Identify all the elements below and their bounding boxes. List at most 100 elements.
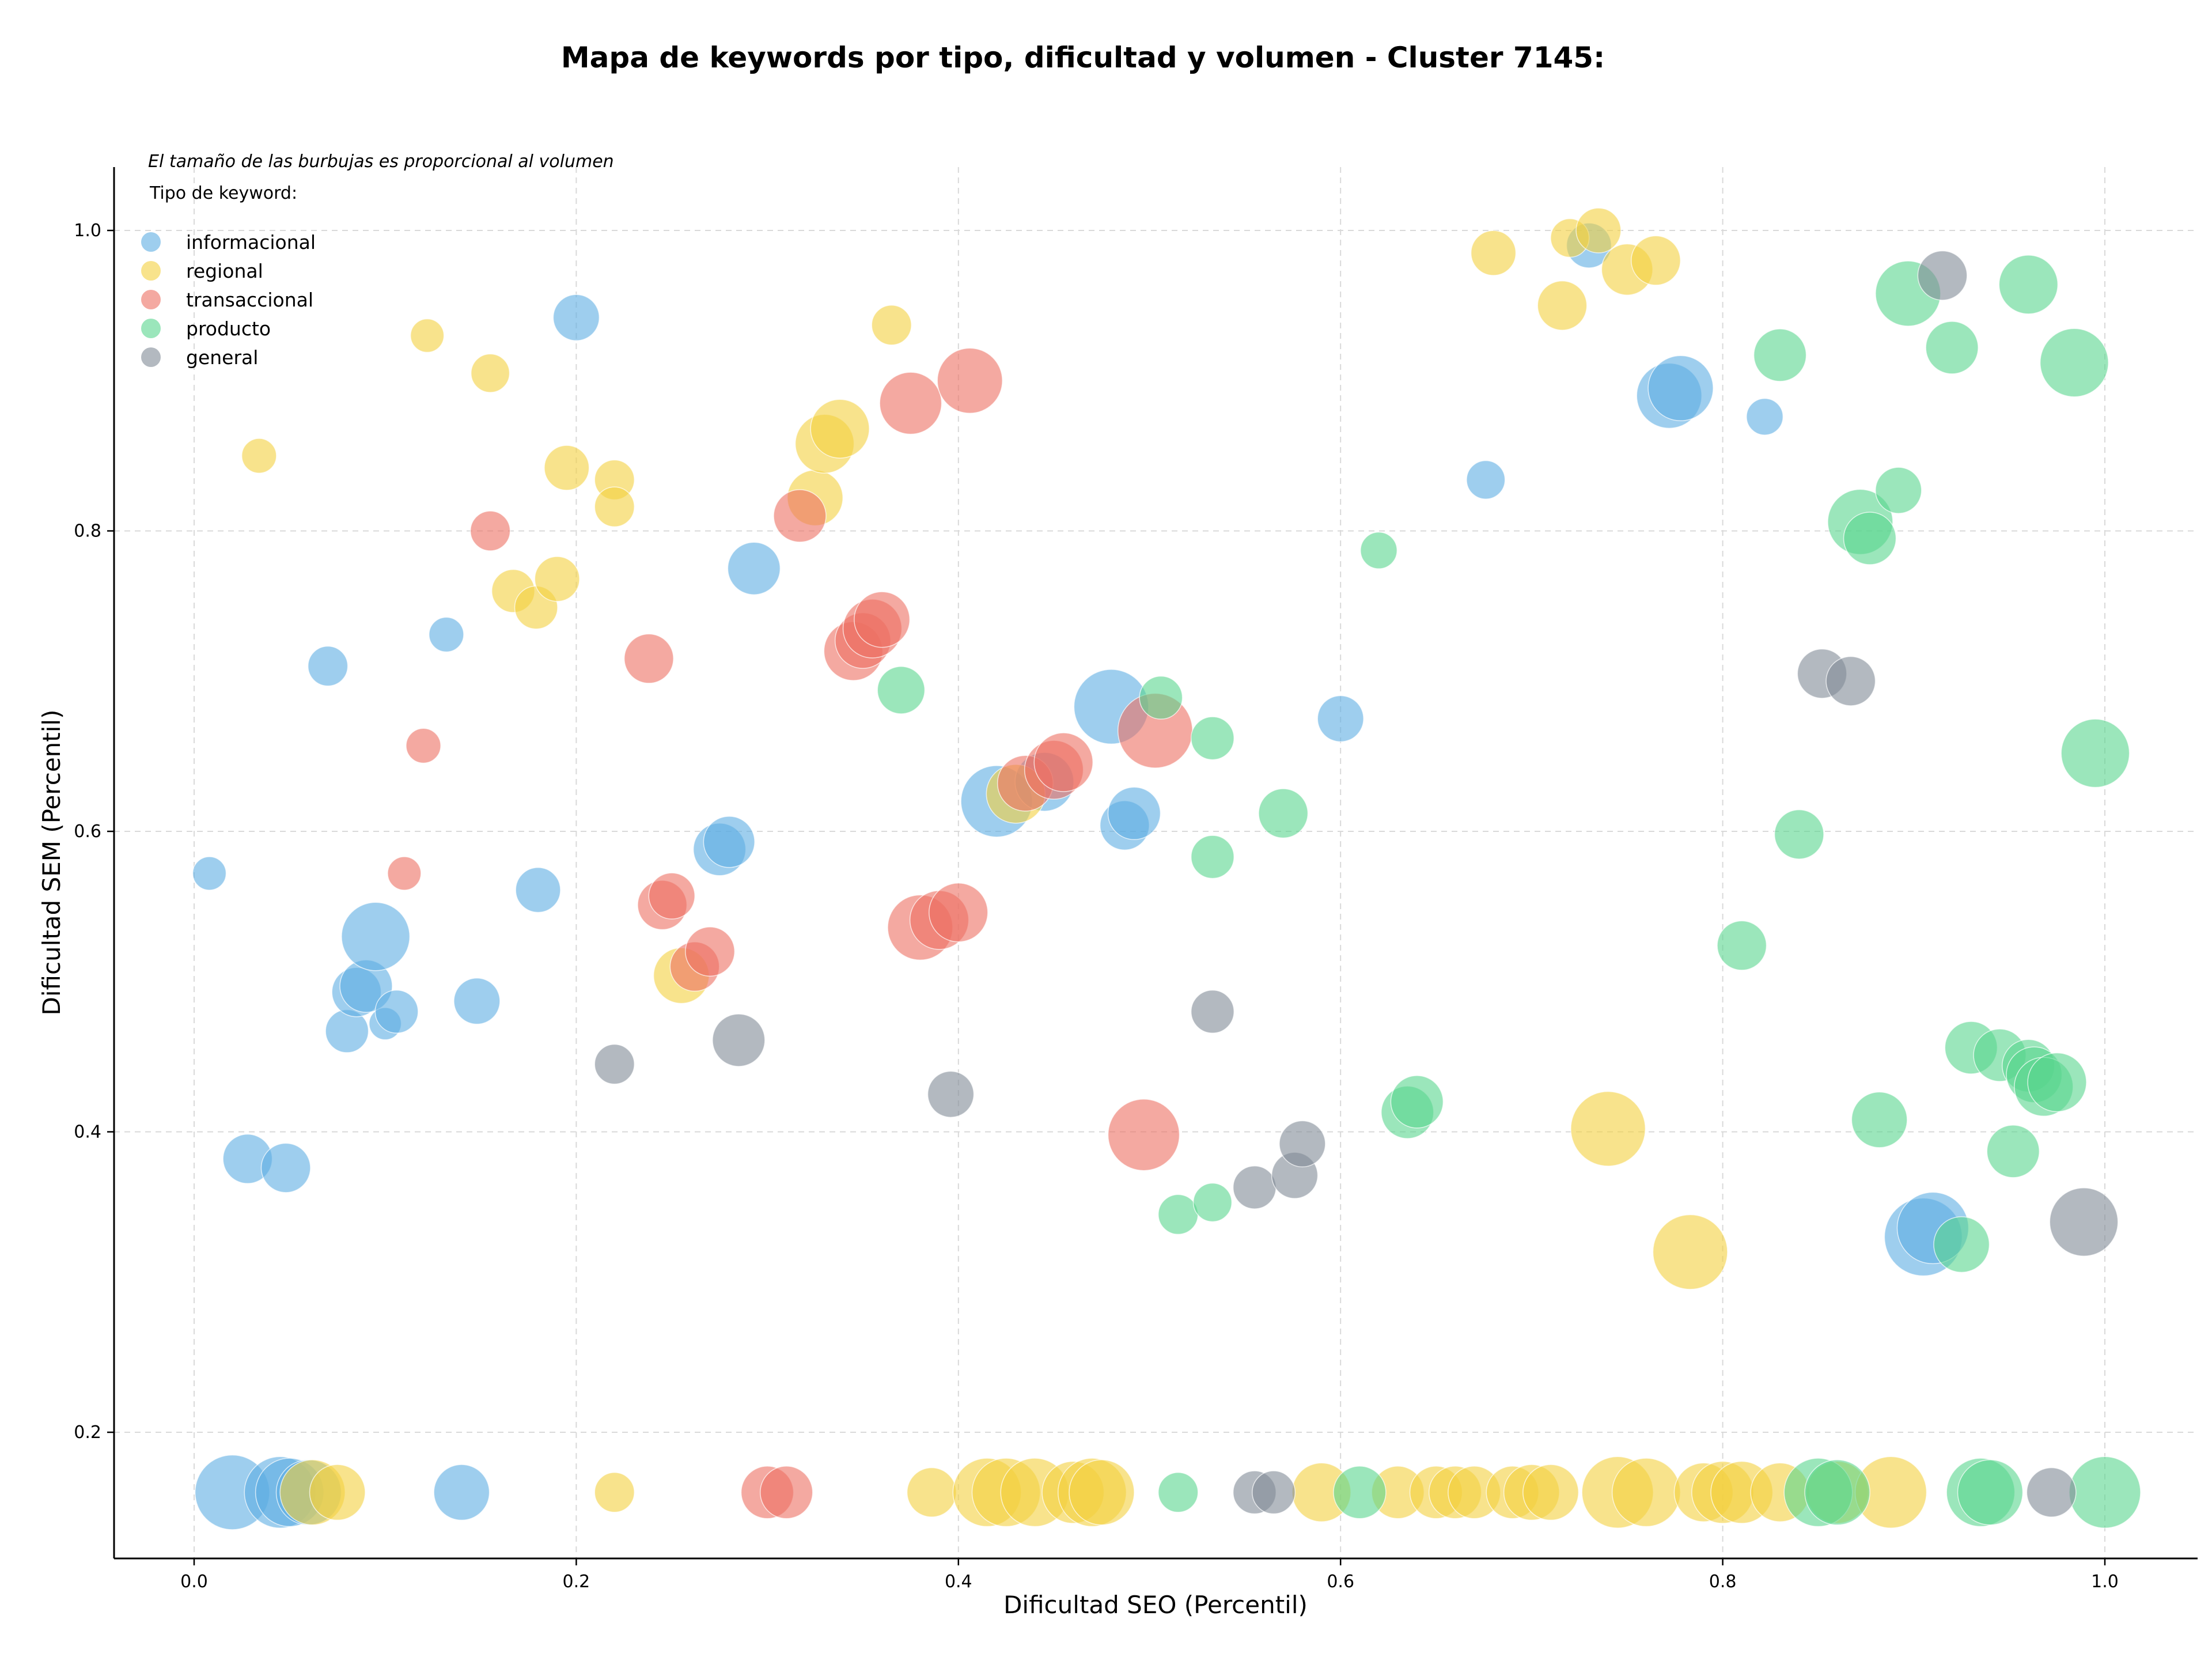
bubble-regional bbox=[241, 438, 277, 474]
legend-title: Tipo de keyword: bbox=[149, 183, 297, 203]
bubble-informacional bbox=[260, 1142, 311, 1193]
bubble-producto bbox=[1933, 1216, 1990, 1273]
bubble-informacional bbox=[1466, 460, 1506, 500]
x-tick-label: 0.6 bbox=[1327, 1572, 1354, 1592]
bubble-general bbox=[712, 1013, 766, 1067]
series-informacional bbox=[192, 222, 1969, 1530]
bubble-transaccional bbox=[406, 728, 441, 764]
bubble-regional bbox=[1069, 1459, 1135, 1526]
bubble-informacional bbox=[727, 542, 781, 595]
bubble-producto bbox=[1925, 321, 1979, 374]
bubble-producto bbox=[1192, 1182, 1233, 1223]
bubble-informacional bbox=[515, 867, 561, 913]
bubble-regional bbox=[470, 353, 510, 393]
bubble-transaccional bbox=[929, 883, 988, 943]
bubble-general bbox=[1917, 250, 1968, 301]
y-tick-label: 1.0 bbox=[74, 221, 101, 241]
bubble-informacional bbox=[703, 816, 755, 868]
bubble-regional bbox=[309, 1464, 366, 1521]
bubble-general bbox=[2049, 1187, 2119, 1257]
x-axis-ticks: 0.0 0.2 0.4 0.6 0.8 1.0 bbox=[180, 1558, 2119, 1592]
bubble-producto bbox=[1804, 1459, 1870, 1526]
bubble-regional bbox=[1537, 280, 1588, 331]
legend-item-regional: regional bbox=[141, 260, 263, 282]
bubble-regional bbox=[544, 445, 590, 491]
series-transaccional bbox=[387, 347, 1193, 1519]
bubble-producto bbox=[1333, 1466, 1387, 1519]
bubble-regional bbox=[534, 556, 580, 602]
legend-label: producto bbox=[186, 317, 271, 340]
legend-marker bbox=[141, 319, 161, 338]
bubble-general bbox=[1825, 656, 1876, 706]
series-general bbox=[594, 250, 2119, 1518]
bubble-transaccional bbox=[760, 1466, 813, 1519]
bubble-informacional bbox=[1107, 786, 1161, 840]
bubble-general bbox=[927, 1070, 975, 1118]
bubble-transaccional bbox=[623, 633, 674, 684]
bubble-regional bbox=[871, 305, 912, 346]
legend-marker bbox=[141, 232, 161, 252]
bubble-general bbox=[594, 1043, 635, 1085]
bubble-producto bbox=[1190, 716, 1234, 760]
legend-marker bbox=[141, 347, 161, 367]
bubble-regional bbox=[1470, 230, 1517, 276]
bubble-informacional bbox=[433, 1464, 490, 1521]
y-tick-label: 0.2 bbox=[74, 1422, 101, 1443]
bubble-informacional bbox=[552, 294, 600, 341]
bubble-producto bbox=[2069, 1456, 2141, 1529]
plot-area bbox=[192, 207, 2141, 1530]
bubble-size-note: El tamaño de las burbujas es proporciona… bbox=[148, 152, 614, 172]
bubble-general bbox=[1190, 989, 1234, 1034]
bubble-transaccional bbox=[1107, 1098, 1180, 1171]
bubble-transaccional bbox=[648, 872, 695, 920]
bubble-transaccional bbox=[685, 926, 736, 977]
bubble-regional bbox=[594, 1472, 635, 1513]
bubble-regional bbox=[1652, 1214, 1728, 1290]
bubble-informacional bbox=[307, 645, 349, 687]
bubble-general bbox=[1232, 1165, 1277, 1209]
bubble-general bbox=[2026, 1467, 2077, 1518]
bubble-producto bbox=[1717, 920, 1767, 971]
x-tick-label: 0.2 bbox=[563, 1572, 590, 1592]
chart-title: Mapa de keywords por tipo, dificultad y … bbox=[561, 41, 1605, 74]
bubble-informacional bbox=[1317, 695, 1364, 743]
bubble-informacional bbox=[1647, 355, 1714, 422]
bubble-producto bbox=[1957, 1459, 2024, 1526]
y-tick-label: 0.8 bbox=[74, 521, 101, 542]
y-axis-label: Dificultad SEM (Percentil) bbox=[37, 710, 66, 1016]
bubble-regional bbox=[906, 1467, 957, 1518]
bubble-producto bbox=[877, 666, 926, 714]
bubble-producto bbox=[2061, 718, 2130, 788]
bubble-transaccional bbox=[469, 510, 511, 551]
bubble-transaccional bbox=[773, 489, 827, 543]
bubble-informacional bbox=[192, 856, 227, 891]
legend-marker bbox=[141, 261, 161, 281]
bubble-producto bbox=[1774, 809, 1824, 860]
bubble-producto bbox=[1139, 675, 1183, 720]
x-tick-label: 1.0 bbox=[2091, 1572, 2119, 1592]
bubble-producto bbox=[1258, 788, 1309, 839]
bubble-producto bbox=[1190, 835, 1234, 879]
bubble-producto bbox=[1158, 1472, 1199, 1513]
legend-item-general: general bbox=[141, 346, 258, 369]
bubble-regional bbox=[1611, 1458, 1681, 1527]
x-tick-label: 0.0 bbox=[180, 1572, 208, 1592]
x-grid bbox=[194, 167, 2105, 1558]
y-tick-label: 0.4 bbox=[74, 1122, 101, 1142]
bubble-producto bbox=[1158, 1194, 1199, 1235]
bubble-informacional bbox=[453, 977, 501, 1025]
bubble-transaccional bbox=[937, 347, 1003, 414]
bubble-informacional bbox=[341, 902, 411, 971]
y-grid bbox=[114, 230, 2198, 1433]
bubble-producto bbox=[1851, 1091, 1908, 1148]
bubble-transaccional bbox=[387, 856, 422, 891]
bubble-informacional bbox=[428, 616, 464, 653]
x-tick-label: 0.8 bbox=[1709, 1572, 1737, 1592]
legend-label: general bbox=[186, 346, 258, 369]
bubble-producto bbox=[1875, 467, 1922, 514]
bubble-transaccional bbox=[1033, 732, 1093, 792]
legend-label: transaccional bbox=[186, 289, 313, 311]
bubble-regional bbox=[1522, 1464, 1580, 1521]
bubble-producto bbox=[1998, 255, 2059, 315]
